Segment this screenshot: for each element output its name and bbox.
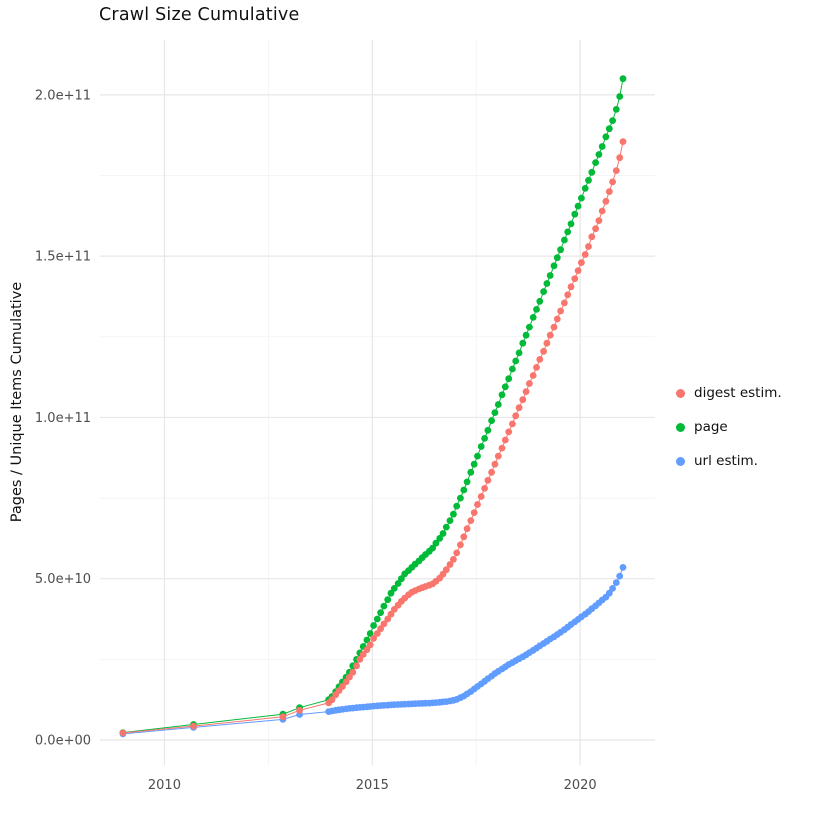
- svg-text:0.0e+00: 0.0e+00: [35, 734, 91, 749]
- y-tick-labels: 0.0e+00 5.0e+10 1.0e+11 1.5e+11 2.0e+11: [35, 88, 91, 748]
- svg-text:1.5e+11: 1.5e+11: [35, 250, 91, 265]
- legend-label: digest estim.: [694, 385, 782, 401]
- svg-text:1.0e+11: 1.0e+11: [35, 411, 91, 426]
- legend-item-page: page: [676, 418, 782, 437]
- series-page: [119, 75, 627, 736]
- legend-dot: [676, 457, 685, 466]
- svg-text:2010: 2010: [148, 778, 181, 793]
- svg-text:2.0e+11: 2.0e+11: [35, 88, 91, 103]
- legend-label: url estim.: [694, 453, 758, 469]
- legend-label: page: [694, 419, 728, 435]
- legend-dot: [676, 423, 685, 432]
- legend-item-url-estim: url estim.: [676, 452, 782, 471]
- series-digest-estim: [119, 138, 627, 737]
- series-url-estim: [119, 564, 627, 738]
- grid-minor: [100, 40, 655, 765]
- y-axis-title: Pages / Unique Items Cumulative: [9, 281, 25, 523]
- legend-dot: [676, 389, 685, 398]
- grid-major: [100, 40, 655, 765]
- chart-title: Crawl Size Cumulative: [99, 5, 300, 25]
- legend: digest estim. page url estim.: [676, 384, 782, 471]
- x-tick-labels: 2010 2015 2020: [148, 778, 597, 793]
- svg-text:2015: 2015: [356, 778, 389, 793]
- svg-text:2020: 2020: [564, 778, 597, 793]
- svg-text:5.0e+10: 5.0e+10: [35, 572, 91, 587]
- legend-item-digest-estim: digest estim.: [676, 384, 782, 403]
